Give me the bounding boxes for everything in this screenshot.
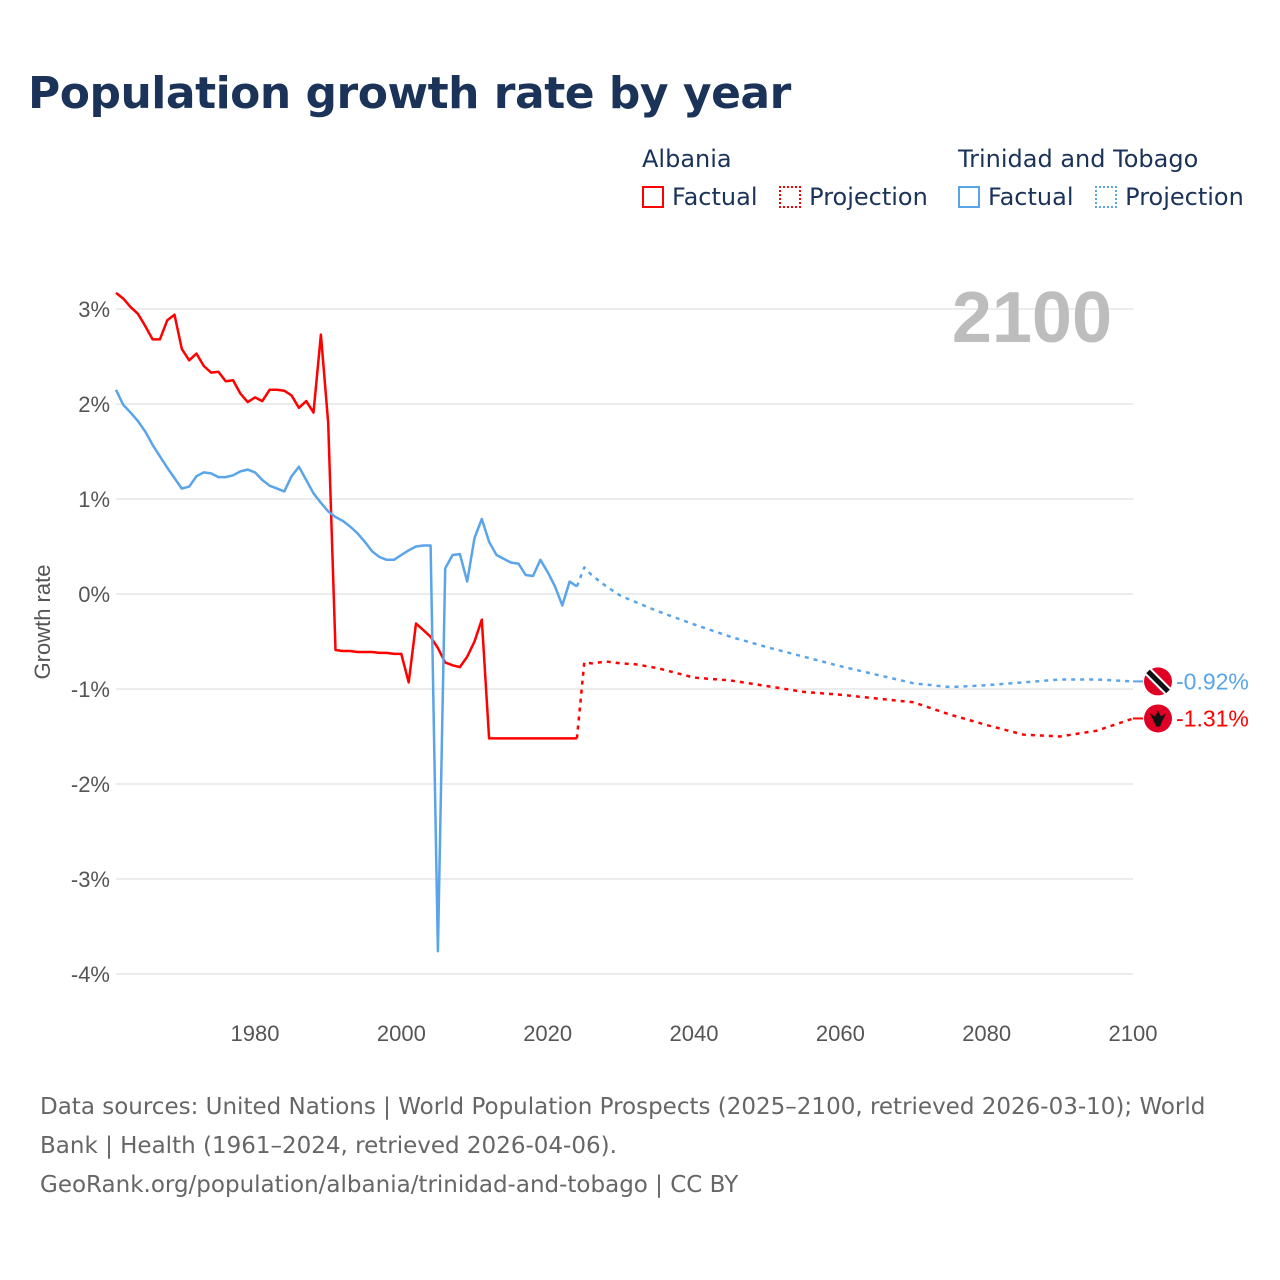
- eagle-icon: [1150, 710, 1166, 727]
- data-sources: Data sources: United Nations | World Pop…: [40, 1094, 1206, 1159]
- y-axis-label: Growth rate: [30, 565, 55, 680]
- x-tick-label: 2060: [816, 1021, 865, 1046]
- y-tick-label: 1%: [78, 487, 110, 512]
- legend-trinidad-projection[interactable]: Projection: [1095, 183, 1244, 211]
- albania-flag-icon: [1144, 704, 1172, 733]
- dotted-swatch-icon: [779, 186, 802, 208]
- solid-swatch-icon: [958, 186, 980, 208]
- y-tick-label: 0%: [78, 582, 110, 607]
- trinidad-factual-line: [114, 389, 578, 953]
- solid-swatch-icon: [642, 186, 664, 208]
- end-value-label: -0.92%: [1176, 668, 1249, 694]
- y-tick-label: -2%: [71, 772, 110, 797]
- trinidad-flag-icon: [1144, 667, 1172, 696]
- end-value-label: -1.31%: [1176, 705, 1249, 731]
- dotted-swatch-icon: [1095, 186, 1118, 208]
- x-tick-label: 1980: [231, 1021, 280, 1046]
- legend-trinidad-factual[interactable]: Factual: [958, 183, 1074, 211]
- y-tick-label: 2%: [78, 392, 110, 417]
- legend-albania-factual[interactable]: Factual: [642, 183, 758, 211]
- x-tick-label: 2080: [962, 1021, 1011, 1046]
- y-tick-label: -1%: [71, 677, 110, 702]
- albania-projection-line: [575, 660, 1134, 739]
- x-tick-label: 2100: [1109, 1021, 1158, 1046]
- y-tick-label: -4%: [71, 962, 110, 987]
- y-tick-label: -3%: [71, 867, 110, 892]
- chart-title: Population growth rate by year: [28, 68, 791, 119]
- legend-group-title: Trinidad and Tobago: [958, 145, 1199, 173]
- footer: Data sources: United Nations | World Pop…: [40, 1088, 1240, 1205]
- credit-link[interactable]: GeoRank.org/population/albania/trinidad-…: [40, 1172, 739, 1198]
- x-tick-label: 2000: [377, 1021, 426, 1046]
- x-tick-label: 2040: [670, 1021, 719, 1046]
- albania-factual-line: [115, 291, 577, 740]
- x-tick-label: 2020: [523, 1021, 572, 1046]
- year-label: 2100: [952, 278, 1112, 358]
- legend-group-title: Albania: [642, 145, 732, 173]
- legend-label: Factual: [672, 183, 758, 211]
- legend-albania: Albania Factual Projection: [642, 145, 942, 214]
- legend-trinidad: Trinidad and Tobago Factual Projection: [958, 145, 1258, 214]
- flag-stripe: [1146, 669, 1170, 694]
- legend-label: Projection: [1125, 183, 1244, 211]
- legend-albania-projection[interactable]: Projection: [779, 183, 928, 211]
- y-tick-label: 3%: [78, 297, 110, 322]
- legend-label: Factual: [988, 183, 1074, 211]
- legend-label: Projection: [809, 183, 928, 211]
